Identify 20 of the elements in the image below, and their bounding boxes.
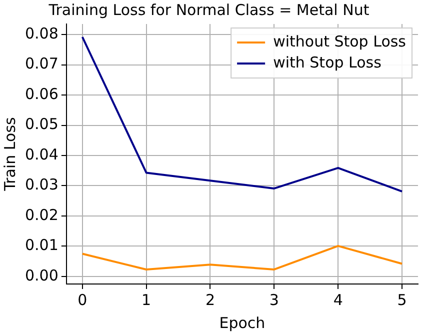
legend-label: without Stop Loss <box>273 32 406 50</box>
y-tick-label: 0.03 <box>24 176 58 194</box>
x-tick-label: 4 <box>333 290 343 309</box>
y-tick-label: 0.07 <box>24 54 58 73</box>
x-tick-label: 2 <box>205 290 216 309</box>
y-tick-label: 0.01 <box>24 236 58 254</box>
y-tick-label: 0.04 <box>24 145 58 164</box>
legend-label: with Stop Loss <box>273 53 382 72</box>
x-tick-label: 1 <box>142 290 152 309</box>
y-tick-label: 0.06 <box>24 84 58 103</box>
x-tick-label: 5 <box>397 290 407 309</box>
x-axis-title: Epoch <box>219 314 266 332</box>
y-tick-label: 0.00 <box>24 266 58 284</box>
x-tick-label: 3 <box>269 290 279 309</box>
x-tick-label: 0 <box>78 290 88 309</box>
y-tick-label: 0.08 <box>24 24 58 42</box>
y-tick-label: 0.05 <box>24 115 58 134</box>
chart-title: Training Loss for Normal Class = Metal Nut <box>48 0 370 19</box>
y-axis-title: Train Loss <box>0 116 19 192</box>
y-tick-label: 0.02 <box>24 206 58 224</box>
